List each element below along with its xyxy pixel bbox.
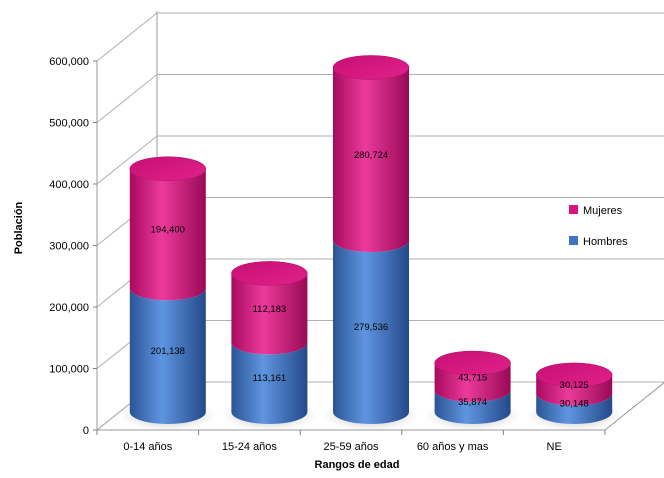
bar-stack: 30,148 30,125 bbox=[526, 362, 623, 431]
x-axis-categories: 0-14 años 15-24 años 25-59 años 60 años y m… bbox=[96, 430, 606, 453]
legend-swatch-hombres bbox=[569, 236, 578, 245]
bar-segment-mujeres bbox=[231, 273, 308, 355]
y-tick-label: 600,000 bbox=[49, 56, 89, 68]
gridline bbox=[96, 12, 664, 62]
bar-segment-hombres bbox=[536, 393, 613, 425]
bar-top-cap bbox=[434, 350, 511, 376]
gridline bbox=[96, 135, 664, 185]
legend-swatch-mujeres bbox=[569, 205, 578, 214]
x-tick-label: NE bbox=[547, 441, 562, 453]
bar-segment-hombres bbox=[231, 342, 308, 425]
data-label: 280,724 bbox=[354, 150, 388, 161]
data-label: 112,183 bbox=[253, 304, 287, 315]
legend-label: Hombres bbox=[583, 236, 628, 248]
bar-segment-mujeres bbox=[536, 374, 613, 406]
bar-segment-mujeres bbox=[333, 67, 409, 253]
data-label: 35,874 bbox=[458, 397, 487, 408]
data-label: 113,161 bbox=[253, 373, 287, 384]
y-tick-label: 500,000 bbox=[49, 118, 89, 130]
data-label: 279,536 bbox=[354, 322, 388, 333]
data-label: 30,125 bbox=[560, 380, 589, 391]
bar-segment-hombres bbox=[333, 240, 409, 424]
y-tick-label: 400,000 bbox=[49, 179, 89, 191]
y-tick-label: 300,000 bbox=[49, 241, 89, 253]
legend-label: Mujeres bbox=[583, 205, 623, 217]
data-label: 30,148 bbox=[560, 399, 589, 410]
bar-segment-mujeres bbox=[434, 363, 511, 402]
data-label: 43,715 bbox=[458, 372, 487, 383]
bar-stack: 279,536 280,724 bbox=[323, 55, 419, 431]
bar-top-cap bbox=[535, 362, 613, 388]
bar-segment-hombres bbox=[129, 288, 206, 425]
x-axis-title: Rangos de edad bbox=[315, 459, 400, 471]
y-axis-ticks: 0 100,000 200,000 300,000 400,000 500,000 600,… bbox=[49, 56, 97, 437]
bar-top-cap bbox=[231, 261, 308, 286]
x-tick-label: 25-59 años bbox=[323, 441, 379, 453]
y-axis-title: Población bbox=[13, 201, 25, 254]
bar-top-cap bbox=[129, 156, 207, 181]
y-tick-label: 200,000 bbox=[49, 302, 89, 314]
data-label: 194,400 bbox=[151, 225, 185, 236]
bar-segment-hombres bbox=[434, 389, 511, 425]
bar-top-cap bbox=[332, 55, 410, 80]
y-tick-label: 100,000 bbox=[49, 364, 89, 376]
bar-stack: 35,874 43,715 bbox=[424, 350, 521, 431]
bars: 201,138 194,400 113,161 112,183 279,536 280,7… bbox=[119, 55, 623, 431]
bar-segment-mujeres bbox=[129, 168, 206, 301]
x-tick-label: 0-14 años bbox=[123, 441, 172, 453]
y-tick-label: 0 bbox=[83, 425, 89, 437]
x-tick-label: 60 años y mas bbox=[417, 441, 489, 453]
x-tick-label: 15-24 años bbox=[222, 441, 278, 453]
data-label: 201,138 bbox=[151, 346, 185, 357]
bar-stack: 113,161 112,183 bbox=[221, 261, 318, 431]
legend: Mujeres Hombres bbox=[569, 205, 628, 248]
bar-stack: 201,138 194,400 bbox=[119, 156, 216, 431]
gridline bbox=[96, 74, 664, 123]
